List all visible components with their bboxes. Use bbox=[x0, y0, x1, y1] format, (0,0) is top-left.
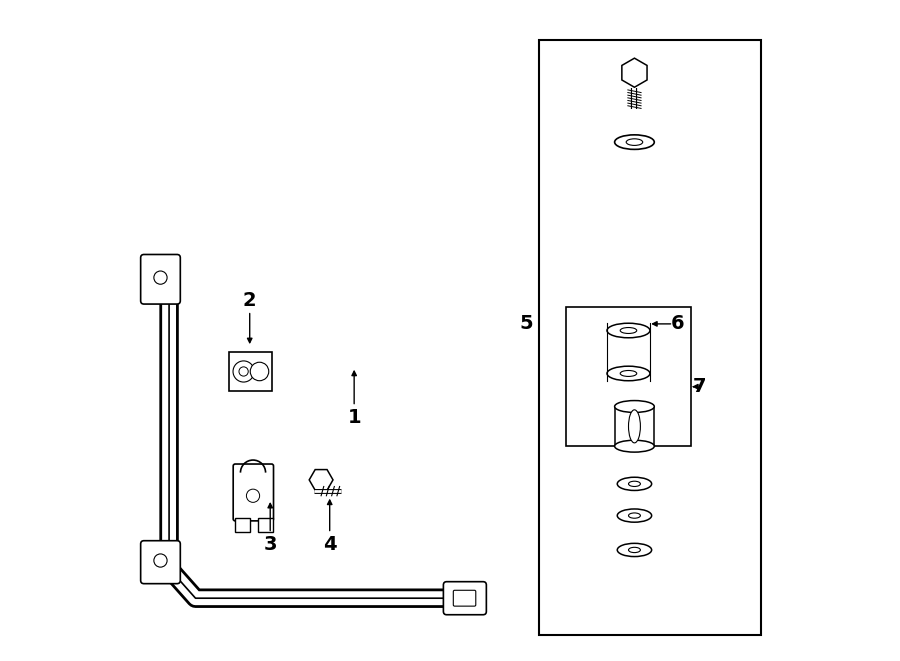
Circle shape bbox=[239, 367, 248, 376]
Ellipse shape bbox=[628, 481, 641, 486]
Ellipse shape bbox=[615, 401, 654, 412]
Bar bbox=[539, 40, 760, 635]
Text: 7: 7 bbox=[693, 377, 706, 396]
Circle shape bbox=[154, 554, 167, 567]
FancyBboxPatch shape bbox=[233, 464, 274, 521]
Ellipse shape bbox=[628, 513, 641, 518]
Ellipse shape bbox=[615, 440, 654, 452]
Ellipse shape bbox=[617, 477, 652, 490]
Ellipse shape bbox=[628, 410, 641, 443]
Ellipse shape bbox=[615, 135, 654, 149]
Text: 2: 2 bbox=[243, 292, 256, 310]
Ellipse shape bbox=[617, 543, 652, 557]
Ellipse shape bbox=[628, 547, 641, 553]
Bar bbox=[566, 307, 691, 446]
Ellipse shape bbox=[607, 323, 650, 338]
FancyBboxPatch shape bbox=[140, 254, 180, 304]
Ellipse shape bbox=[620, 370, 636, 376]
Ellipse shape bbox=[607, 366, 650, 381]
Text: 3: 3 bbox=[264, 535, 277, 553]
Ellipse shape bbox=[617, 509, 652, 522]
Bar bbox=[615, 407, 654, 446]
Circle shape bbox=[250, 362, 269, 381]
FancyBboxPatch shape bbox=[140, 541, 180, 584]
FancyBboxPatch shape bbox=[454, 590, 476, 606]
Circle shape bbox=[233, 361, 254, 382]
Bar bbox=[235, 518, 249, 532]
Bar bbox=[258, 518, 273, 532]
Text: 6: 6 bbox=[671, 315, 685, 333]
Bar bbox=[229, 352, 272, 391]
FancyBboxPatch shape bbox=[444, 582, 486, 615]
Text: 5: 5 bbox=[519, 315, 533, 333]
Text: 1: 1 bbox=[347, 408, 361, 427]
Circle shape bbox=[154, 271, 167, 284]
Ellipse shape bbox=[620, 327, 636, 333]
Ellipse shape bbox=[626, 139, 643, 145]
Circle shape bbox=[247, 489, 259, 502]
Text: 4: 4 bbox=[323, 535, 337, 553]
